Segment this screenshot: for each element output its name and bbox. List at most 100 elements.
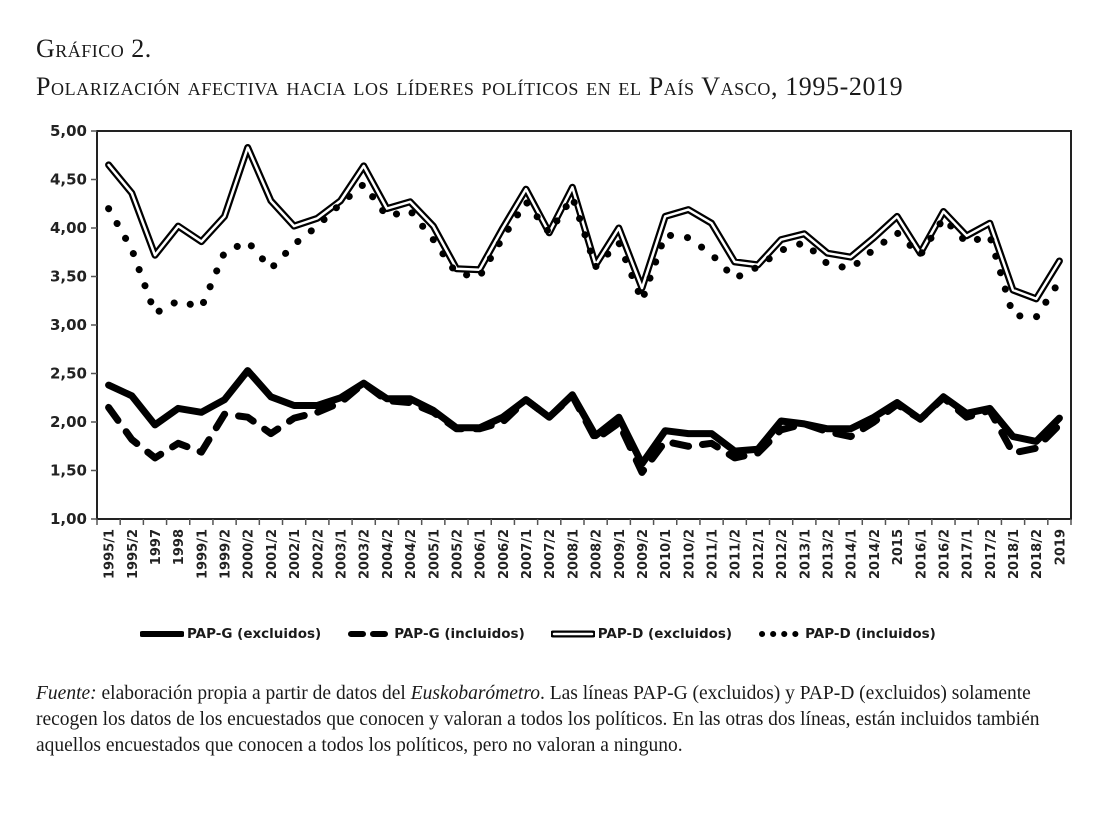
x-tick-label: 1999/2: [219, 529, 234, 579]
caption-text-1: elaboración propia a partir de datos del: [96, 683, 411, 704]
x-tick-label: 1997: [149, 529, 164, 565]
x-tick-label: 2018/2: [1030, 529, 1045, 579]
series-pap-d-incluidos-point: [989, 235, 990, 236]
series-pap-d-incluidos-point: [154, 313, 155, 314]
x-tick-label: 2018/1: [1007, 529, 1022, 579]
series-pap-d-incluidos-point: [386, 216, 387, 217]
series-pap-d-excluidos-line-inner: [107, 146, 1061, 301]
caption-source-name: Euskobarómetro: [410, 683, 540, 704]
x-tick-label: 2003/1: [335, 529, 350, 579]
series-pap-d-incluidos-point: [711, 254, 712, 255]
legend-label: PAP-D (incluidos): [805, 626, 936, 642]
x-tick-label: 2007/1: [520, 529, 535, 579]
x-tick-label: 2004/2: [404, 529, 419, 579]
x-tick-label: 2000/2: [242, 529, 257, 579]
x-tick-label: 2019: [1053, 529, 1068, 565]
x-tick-label: 2009/1: [613, 529, 628, 579]
series-pap-d-incluidos-point: [804, 242, 805, 243]
x-tick-label: 2010/1: [659, 529, 674, 579]
y-tick-label: 2,00: [50, 413, 87, 431]
legend-item-pap-d-excluidos: PAP-D (excluidos): [550, 626, 733, 642]
series-pap-d-incluidos-point: [456, 273, 457, 274]
x-tick-label: 2017/1: [961, 529, 976, 579]
x-tick-label: 2003/2: [358, 529, 373, 579]
x-tick-label: 2006/1: [474, 529, 489, 579]
x-tick-label: 2007/2: [543, 529, 558, 579]
series-pap-d-incluidos-point: [734, 278, 735, 279]
x-tick-label: 1995/2: [126, 529, 141, 579]
x-tick-label: 2002/1: [288, 529, 303, 579]
series-pap-d-incluidos-point: [270, 268, 271, 269]
x-tick-label: 1995/1: [103, 529, 118, 579]
series-pap-d-incluidos-point: [178, 300, 179, 301]
caption-source-label: Fuente:: [36, 683, 97, 704]
series-pap-d-incluidos-point: [294, 244, 295, 245]
x-tick-label: 1999/1: [195, 529, 210, 579]
series-pap-d-incluidos-point: [502, 237, 503, 238]
x-tick-label: 2016/1: [914, 529, 929, 579]
legend-solid-line-icon: [140, 631, 184, 637]
line-chart: 1,00 1,50 2,00 2,50 3,00 3,50 4,00 4,50 5,00 1995…: [50, 122, 1072, 579]
series-pap-d-incluidos-line: [105, 180, 1063, 321]
series-pap-d-incluidos-point: [641, 300, 642, 301]
x-tick-label: 2012/1: [752, 529, 767, 579]
series-pap-g-incluidos-point: [340, 402, 341, 403]
x-tick-label: 2008/1: [566, 529, 581, 579]
series-pap-d-incluidos-point: [1013, 315, 1014, 316]
legend-label: PAP-G (excluidos): [187, 626, 322, 642]
series-pap-d-incluidos-point: [665, 234, 666, 235]
x-tick-label: 2002/2: [311, 529, 326, 579]
x-tick-label: 2010/2: [682, 529, 697, 579]
chart-series: [105, 144, 1063, 476]
figure-label: Gráfico 2.: [36, 34, 152, 63]
series-pap-g-incluidos-line: [105, 379, 1063, 476]
chart-axes: 1,00 1,50 2,00 2,50 3,00 3,50 4,00 4,50 5,00 1995…: [50, 122, 1072, 579]
x-tick-label: 2016/2: [937, 529, 952, 579]
y-tick-label: 4,50: [50, 171, 87, 189]
series-pap-g-incluidos-point: [665, 441, 666, 442]
x-tick-label: 2014/2: [868, 529, 883, 579]
x-tick-label: 2012/2: [775, 529, 790, 579]
series-pap-g-incluidos-point: [595, 439, 596, 440]
x-tick-label: 2013/2: [822, 529, 837, 579]
x-tick-label: 1998: [172, 529, 187, 565]
caption-text-2: . Las líneas PAP-G (excluidos) y PAP-D (…: [36, 683, 1040, 756]
y-tick-label: 4,00: [50, 219, 87, 237]
y-tick-label: 3,00: [50, 316, 87, 334]
x-tick-label: 2014/1: [845, 529, 860, 579]
y-tick-label: 5,00: [50, 122, 87, 140]
legend-item-pap-g-excluidos: PAP-G (excluidos): [140, 626, 321, 642]
legend-dashed-line-icon: [348, 631, 391, 637]
x-tick-label: 2009/2: [636, 529, 651, 579]
legend-item-pap-g-incluidos: PAP-G (incluidos): [347, 626, 525, 642]
series-pap-d-incluidos-point: [873, 249, 874, 250]
legend-label: PAP-G (incluidos): [394, 626, 525, 642]
legend-dotted-line-icon: [759, 631, 802, 637]
x-tick-label: 2001/2: [265, 529, 280, 579]
x-tick-label: 2004/2: [381, 529, 396, 579]
series-pap-g-incluidos-point: [1013, 453, 1014, 454]
y-tick-label: 1,50: [50, 462, 87, 480]
y-tick-label: 2,50: [50, 365, 87, 383]
chart-legend: PAP-G (excluidos) PAP-G (incluidos) PAP-…: [140, 626, 936, 642]
x-tick-label: 2013/1: [798, 529, 813, 579]
legend-double-line-icon: [550, 630, 595, 638]
legend-item-pap-d-incluidos: PAP-D (incluidos): [758, 626, 936, 642]
x-tick-label: 2015: [891, 529, 906, 565]
x-tick-label: 2017/2: [984, 529, 999, 579]
y-tick-label: 3,50: [50, 268, 87, 286]
x-tick-label: 2006/2: [497, 529, 512, 579]
legend-label: PAP-D (excluidos): [597, 626, 733, 642]
series-pap-d-incluidos-point: [201, 307, 202, 308]
series-pap-d-incluidos-point: [247, 241, 248, 242]
series-pap-d-incluidos-point: [850, 268, 851, 269]
y-tick-label: 1,00: [50, 510, 87, 528]
x-tick-label: 2005/1: [427, 529, 442, 579]
x-tick-label: 2008/2: [590, 529, 605, 579]
x-tick-label: 2011/2: [729, 529, 744, 579]
series-pap-d-incluidos-point: [966, 242, 967, 243]
x-tick-label: 2005/2: [450, 529, 465, 579]
series-pap-d-incluidos-point: [131, 249, 132, 250]
x-tick-label: 2011/1: [706, 529, 721, 579]
plot-frame: [96, 130, 1072, 520]
